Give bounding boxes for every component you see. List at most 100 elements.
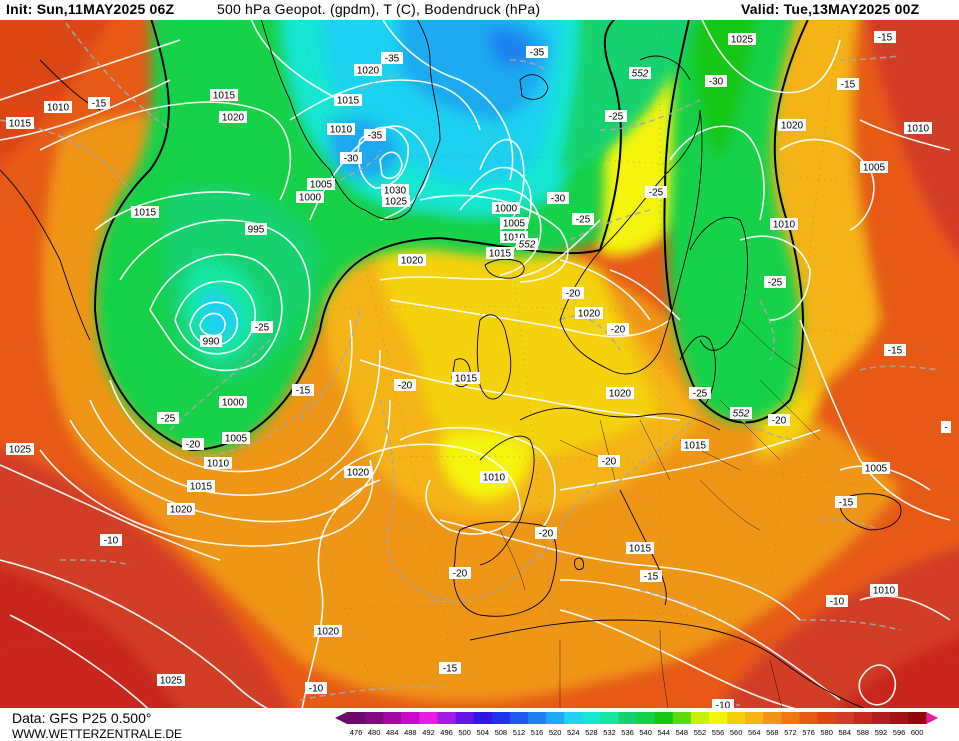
isotherm-label-box bbox=[598, 455, 620, 467]
scale-swatch bbox=[763, 712, 782, 724]
scale-arrow-left bbox=[335, 712, 347, 724]
scale-swatch bbox=[709, 712, 728, 724]
isobar-label-text: 1020 bbox=[578, 309, 601, 320]
scale-value-label: 560 bbox=[730, 728, 743, 737]
isobar-label: 1005 bbox=[860, 161, 888, 174]
scale-value-label: 588 bbox=[857, 728, 870, 737]
scale-swatch bbox=[582, 712, 601, 724]
isobar-label: 1020 bbox=[314, 625, 342, 638]
isotherm-label-text: -20 bbox=[453, 569, 468, 580]
isobar-label-text: 1020 bbox=[347, 468, 370, 479]
geopotential-labels: 552 552 552 bbox=[516, 67, 752, 420]
isotherm-label-text: -15 bbox=[888, 346, 903, 357]
scale-value-label: 512 bbox=[513, 728, 526, 737]
isobar-label-text: 1010 bbox=[773, 220, 796, 231]
isotherm-label: -20 bbox=[562, 287, 584, 300]
isotherm-label: -15 bbox=[439, 662, 461, 675]
isobar-label-text: 1025 bbox=[385, 197, 408, 208]
scale-swatch bbox=[383, 712, 402, 724]
isotherm-label: -15 bbox=[837, 78, 859, 91]
isotherm-label-box bbox=[535, 527, 557, 539]
isobars bbox=[0, 20, 951, 708]
isobar-label-text: 1005 bbox=[865, 464, 888, 475]
isotherm-label-box bbox=[764, 276, 786, 288]
isobar-label-text: 990 bbox=[203, 337, 220, 348]
isotherm-label-text: -15 bbox=[296, 386, 311, 397]
isobar-label-box bbox=[382, 195, 410, 207]
scale-value-label: 520 bbox=[549, 728, 562, 737]
scale-value-label: 504 bbox=[476, 728, 489, 737]
isobar-label-box bbox=[606, 387, 634, 399]
isobar-label-box bbox=[480, 471, 508, 483]
isotherm-label-text: -20 bbox=[398, 381, 413, 392]
isobar-label-box bbox=[862, 462, 890, 474]
isotherm-label: -20 bbox=[607, 323, 629, 336]
scale-value-label: 572 bbox=[784, 728, 797, 737]
isobar-label-box bbox=[157, 674, 185, 686]
isotherm-label-box bbox=[826, 595, 848, 607]
isobar-label: 1020 bbox=[778, 119, 806, 132]
isotherm-label-box bbox=[640, 570, 662, 582]
isobar-label-text: 1015 bbox=[684, 441, 707, 452]
isobar-label-box bbox=[334, 94, 362, 106]
isobar-label-text: 1005 bbox=[503, 219, 526, 230]
isobar-label-text: 1015 bbox=[190, 482, 213, 493]
isobar-label: 1020 bbox=[344, 466, 372, 479]
isobar-label-text: 995 bbox=[248, 225, 265, 236]
isotherm-labels: -15 -35 -35 -35 -30 -30 -25 -25 -25 -30 -15 -15 -25 -… bbox=[88, 31, 951, 708]
isobar-label-box bbox=[314, 625, 342, 637]
isotherm-label: -25 bbox=[605, 110, 627, 123]
isotherm-label-text: -20 bbox=[611, 325, 626, 336]
isotherm-label-text: -30 bbox=[551, 194, 566, 205]
data-source: Data: GFS P25 0.500° bbox=[12, 710, 152, 726]
isotherm-label-text: -30 bbox=[709, 77, 724, 88]
isobar-label-box bbox=[222, 432, 250, 444]
isotherm-label-box bbox=[712, 699, 734, 708]
isotherm-label-box bbox=[526, 46, 548, 58]
isobar-label: 1020 bbox=[354, 64, 382, 77]
isotherm-label: -10 bbox=[100, 534, 122, 547]
isobar-label-text: 1015 bbox=[489, 249, 512, 260]
isobar-label: 1015 bbox=[131, 206, 159, 219]
isobar-label-box bbox=[167, 503, 195, 515]
isobar-label-box bbox=[219, 396, 247, 408]
isotherm-label: -25 bbox=[764, 276, 786, 289]
isotherm-label: -15 bbox=[640, 570, 662, 583]
isobar-label: 1020 bbox=[219, 111, 247, 124]
isobar-label-box bbox=[219, 111, 247, 123]
scale-value-label: 508 bbox=[495, 728, 508, 737]
isobar-label-text: 1025 bbox=[731, 35, 754, 46]
isobar-label-box bbox=[770, 218, 798, 230]
isotherm-label-box bbox=[768, 414, 790, 426]
isotherm-label-box bbox=[645, 186, 667, 198]
isobar-label-text: 1010 bbox=[207, 459, 230, 470]
isobar-label-box bbox=[296, 191, 324, 203]
scale-swatch bbox=[564, 712, 583, 724]
isotherm-label-text: -30 bbox=[344, 154, 359, 165]
scale-value-label: 536 bbox=[621, 728, 634, 737]
isobar-label-text: 1005 bbox=[863, 163, 886, 174]
isotherm-label-text: -20 bbox=[602, 457, 617, 468]
scale-value-label: 488 bbox=[404, 728, 417, 737]
isobar-label: 1030 bbox=[381, 184, 409, 197]
scale-value-label: 484 bbox=[386, 728, 399, 737]
scale-value-label: 516 bbox=[531, 728, 544, 737]
map-footer: Data: GFS P25 0.500° WWW.WETTERZENTRALE.… bbox=[0, 708, 959, 741]
isobar-label-text: 1015 bbox=[337, 96, 360, 107]
isobar-label-text: 1010 bbox=[330, 125, 353, 136]
isobar-label-box bbox=[200, 335, 222, 347]
isotherm-label-text: -20 bbox=[539, 529, 554, 540]
scale-value-label: 596 bbox=[893, 728, 906, 737]
isobar-label-text: 1015 bbox=[134, 208, 157, 219]
isobar-label: 1005 bbox=[222, 432, 250, 445]
isobar-label-text: 1020 bbox=[781, 121, 804, 132]
scale-swatch bbox=[419, 712, 438, 724]
isobar-label-text: 1015 bbox=[455, 374, 478, 385]
isobar-label: 1005 bbox=[500, 217, 528, 230]
scale-value-label: 496 bbox=[440, 728, 453, 737]
isotherm-label-text: -15 bbox=[841, 80, 856, 91]
isobar-label-text: 1005 bbox=[310, 180, 333, 191]
isobar-label-text: 1025 bbox=[9, 445, 32, 456]
isobar-label: 1010 bbox=[327, 123, 355, 136]
isobar-label-text: 1020 bbox=[401, 256, 424, 267]
